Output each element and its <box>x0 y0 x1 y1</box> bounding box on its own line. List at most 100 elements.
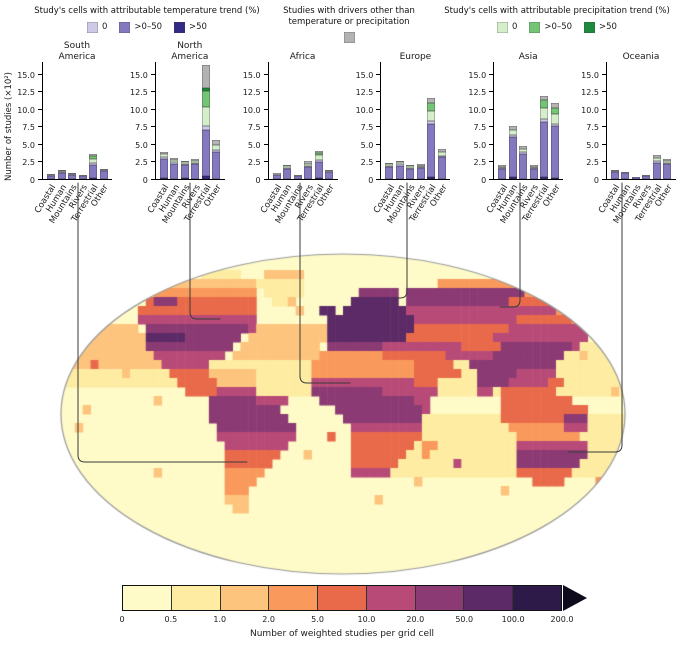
bar-rivers <box>529 165 538 179</box>
colorbar-segment <box>513 586 562 610</box>
bar-segment-t050 <box>642 175 651 179</box>
other-drivers-legend: Studies with drivers other than temperat… <box>268 6 430 44</box>
colorbar-segment <box>220 586 270 610</box>
bar-human <box>57 170 66 179</box>
bar-segment-p0 <box>529 166 538 169</box>
colorbar-tick-label: 2.0 <box>262 615 276 624</box>
bar-charts: South America 0 2.5 5.0 7.5 10.0 12.5 15.0 Coasta… <box>12 36 680 236</box>
bar-segment-p0 <box>498 166 507 169</box>
bar-segment-other <box>508 125 517 130</box>
bar-segment-other <box>57 170 66 172</box>
bar-segment-t050 <box>529 169 538 179</box>
bar-segment-t050 <box>304 167 313 179</box>
legend-swatch <box>87 21 98 33</box>
bar-segment-t050 <box>201 129 210 177</box>
y-tick-mark <box>601 161 606 163</box>
y-tick-label: 0 <box>593 176 599 185</box>
chart-title: North America <box>125 36 229 62</box>
bar-other <box>437 148 446 179</box>
bar-segment-t050 <box>314 162 323 178</box>
bar-segment-t050 <box>47 175 55 179</box>
y-tick-label: 12.5 <box>129 88 148 98</box>
legend-label: >0–50 <box>544 22 573 33</box>
bar-segment-t050 <box>68 174 76 179</box>
chart-panel-oceania: Oceania 0 2.5 5.0 7.5 10.0 12.5 15.0 Coastal Huma… <box>576 36 680 236</box>
y-tick-mark <box>376 73 381 75</box>
bar-rivers <box>304 161 313 179</box>
colorbar-tick-label: 10.0 <box>357 615 376 624</box>
y-tick-mark <box>489 108 494 110</box>
bar-segment-t50 <box>508 176 517 179</box>
bar-segment-t0 <box>314 160 323 163</box>
y-tick-label: 15.0 <box>355 70 374 80</box>
y-tick-mark <box>38 108 42 110</box>
other-drivers-swatch <box>343 32 355 44</box>
colorbar-segments <box>122 585 562 611</box>
bar-segment-other <box>78 175 87 177</box>
y-tick-label: 12.5 <box>17 88 35 98</box>
y-tick-label: 2.5 <box>473 158 487 168</box>
bar-segment-other <box>427 97 436 104</box>
bar-segment-t50 <box>550 177 559 179</box>
bar-segment-other <box>621 172 630 174</box>
colorbar-bar-row <box>122 584 588 612</box>
bar-human <box>283 165 292 179</box>
bar-segment-t050 <box>385 167 394 179</box>
y-tick-label: 2.5 <box>360 158 374 168</box>
bar-segment-t0 <box>540 119 549 123</box>
bar-segment-t050 <box>325 171 334 179</box>
y-tick-mark <box>376 126 381 128</box>
bar-segment-p0 <box>159 154 168 158</box>
legend-item: >0–50 <box>119 21 162 33</box>
bar-segment-t0 <box>519 152 528 154</box>
y-axis: 0 2.5 5.0 7.5 10.0 12.5 15.0 <box>576 62 606 185</box>
bar-segment-other <box>540 96 549 101</box>
bar-segment-t50 <box>159 177 168 179</box>
chart-title-line: North <box>177 41 203 52</box>
bar-segment-t0 <box>283 167 292 170</box>
legend-swatch <box>119 21 131 33</box>
bar-coastal <box>47 173 55 179</box>
y-tick-mark <box>38 143 42 145</box>
bar-segment-other <box>201 65 210 89</box>
bar-segment-p0 <box>212 145 221 150</box>
y-tick-mark <box>376 179 381 180</box>
bar-segment-t050 <box>89 164 97 178</box>
bar-other <box>550 103 559 179</box>
y-tick-mark <box>263 108 268 110</box>
y-tick-label: 2.5 <box>586 158 599 168</box>
bar-segment-t050 <box>99 171 108 179</box>
bar-segment-p050 <box>540 100 549 109</box>
bar-rivers <box>416 164 425 179</box>
colorbar: 0 0.5 1.0 2.0 5.0 10.0 20.0 50.0 100.0 200.0 Numb… <box>119 584 602 639</box>
y-tick-label: 0 <box>29 176 35 185</box>
y-tick-label: 7.5 <box>135 123 148 133</box>
chart-title: Oceania <box>576 36 680 62</box>
bar-segment-t050 <box>621 173 630 179</box>
bar-segment-t050 <box>437 157 446 179</box>
bar-segment-other <box>416 164 425 166</box>
bar-segment-p0 <box>180 162 189 164</box>
bar-segment-other <box>293 174 302 176</box>
bar-segment-other <box>550 103 559 109</box>
chart-panel-south-america: South America 0 2.5 5.0 7.5 10.0 12.5 15.0 Coasta… <box>12 36 116 236</box>
bar-segment-t0 <box>652 161 661 163</box>
y-tick-label: 12.5 <box>581 88 599 98</box>
colorbar-tick-label: 0 <box>119 615 125 624</box>
bar-segment-t50 <box>540 176 549 179</box>
bar-segment-other <box>212 139 221 146</box>
plot-wrap: 0 2.5 5.0 7.5 10.0 12.5 15.0 <box>12 62 116 185</box>
y-tick-label: 12.5 <box>242 88 261 98</box>
bar-segment-p0 <box>191 160 200 163</box>
y-tick-label: 12.5 <box>355 88 374 98</box>
colorbar-segment <box>464 586 514 610</box>
bar-segment-t0 <box>201 126 210 130</box>
bar-segment-t050 <box>508 136 517 177</box>
bar-coastal <box>498 165 507 179</box>
x-axis-labels: Coastal Human Mountains Rivers Terrestrial Ot… <box>12 180 116 236</box>
bar-segment-t050 <box>78 176 87 179</box>
legend-swatch <box>584 21 596 33</box>
y-tick-mark <box>601 73 606 75</box>
bar-segment-p050 <box>201 90 210 107</box>
colorbar-tick-label: 1.0 <box>213 615 227 624</box>
